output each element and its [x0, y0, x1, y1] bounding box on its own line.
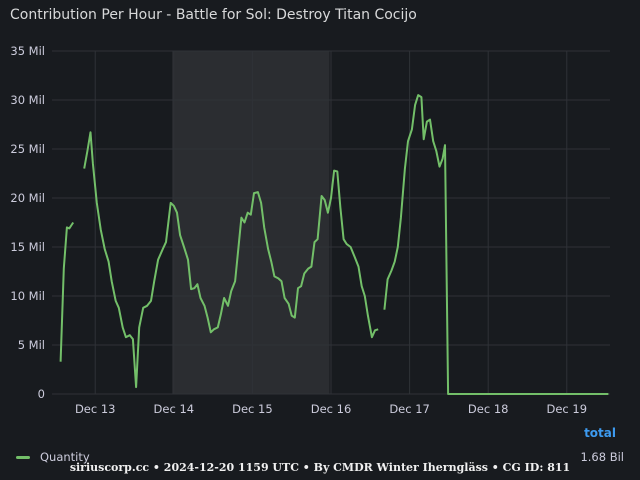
legend-label: Quantity — [40, 450, 90, 464]
x-tick-label: Dec 18 — [468, 402, 509, 416]
x-tick-label: Dec 16 — [311, 402, 352, 416]
credit-footer: siriuscorp.cc • 2024-12-20 1159 UTC • By… — [69, 461, 571, 474]
x-tick-label: Dec 15 — [232, 402, 273, 416]
legend-item-quantity[interactable]: Quantity — [16, 450, 90, 464]
y-tick-label: 30 Mil — [10, 93, 45, 107]
panel-title: Contribution Per Hour - Battle for Sol: … — [10, 7, 417, 23]
line-chart[interactable]: 0 5 Mil 10 Mil 15 Mil 20 Mil 25 Mil 30 Mil 35 M… — [0, 0, 640, 440]
x-tick-label: Dec 14 — [154, 402, 195, 416]
x-tick-label: Dec 19 — [547, 402, 588, 416]
x-tick-label: Dec 13 — [75, 402, 116, 416]
y-tick-label: 35 Mil — [10, 44, 45, 58]
y-tick-label: 5 Mil — [18, 338, 45, 352]
legend-total-header[interactable]: total — [584, 426, 616, 440]
series-line-quantity — [83, 131, 379, 389]
legend-swatch — [16, 455, 30, 459]
series-line-quantity — [383, 94, 609, 395]
y-tick-label: 20 Mil — [10, 191, 45, 205]
y-tick-label: 0 — [38, 387, 45, 401]
legend-total-value: 1.68 Bil — [580, 450, 624, 464]
series-line-quantity — [59, 221, 75, 362]
y-tick-label: 10 Mil — [10, 289, 45, 303]
y-tick-label: 15 Mil — [10, 240, 45, 254]
y-tick-label: 25 Mil — [10, 142, 45, 156]
x-tick-label: Dec 17 — [389, 402, 430, 416]
highlight-band — [172, 51, 330, 394]
